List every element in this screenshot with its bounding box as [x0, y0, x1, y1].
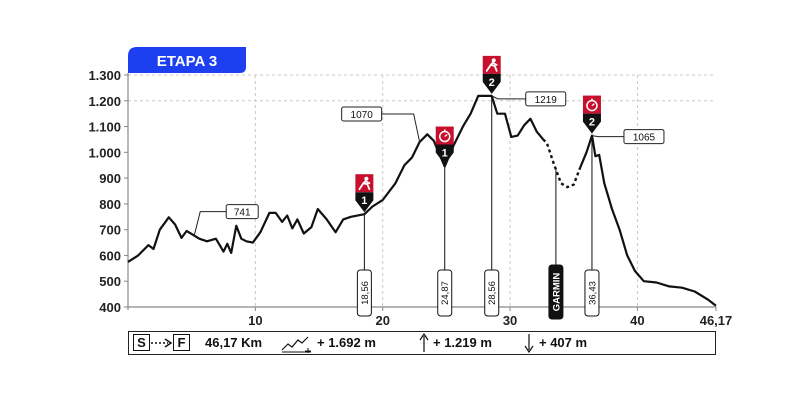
- sponsor-label: GARMIN: [551, 273, 562, 312]
- marker-category: 2: [489, 77, 495, 89]
- x-tick-label: 30: [503, 313, 517, 328]
- summit-label: 1070: [351, 110, 374, 121]
- axes: 400 500 600 700 800 900 1.000 1.100 1.200 1.300 10…: [88, 68, 732, 328]
- summit-leader-line: [381, 113, 421, 143]
- distance-stat: 46,17 Km: [205, 335, 263, 350]
- summit-label-box: [525, 91, 567, 107]
- y-tick-label: 600: [99, 248, 121, 263]
- summit-label: 741: [234, 208, 251, 219]
- marker-pin-triangle: [482, 73, 501, 94]
- profile-line-dotted: [542, 138, 582, 189]
- km-label-box: [484, 269, 500, 317]
- arrow-down-icon: [524, 334, 534, 353]
- x-tick-label: 46,17: [700, 313, 733, 328]
- x-tick-label: 20: [375, 313, 389, 328]
- min-altitude-stat: + 407 m: [539, 335, 588, 350]
- km-label-box: [437, 269, 453, 317]
- km-label-box: [356, 269, 372, 317]
- runner-icon-head: [364, 176, 369, 181]
- chart-title: ETAPA 3: [157, 53, 218, 70]
- runner-icon-body: [485, 61, 498, 72]
- title-tab: ETAPA 3: [128, 47, 246, 73]
- markers-layer: 741 1070 1219 1065 18,56 1 24,87 1 28,56 2 36,43 2 G…: [193, 55, 665, 320]
- summit-label-box: [623, 129, 665, 145]
- marker-category: 1: [442, 148, 448, 160]
- km-label: 36,43: [587, 281, 598, 305]
- summit-label-box: [341, 106, 383, 122]
- grid-lines: [128, 74, 716, 307]
- elevation-gain-stat: + 1.692 m: [317, 335, 376, 350]
- summit-label: 1219: [535, 95, 558, 106]
- max-altitude-stat: + 1.219 m: [433, 335, 492, 350]
- y-tick-label: 1.300: [88, 68, 121, 83]
- y-tick-label: 500: [99, 274, 121, 289]
- marker-pin-triangle: [435, 144, 454, 165]
- x-tick-label: 10: [248, 313, 262, 328]
- y-tick-label: 700: [99, 223, 121, 238]
- summit-leader-line: [491, 95, 526, 100]
- marker-pin-triangle: [355, 192, 374, 213]
- start-finish-icon: [151, 338, 173, 348]
- runner-icon-body: [358, 180, 371, 191]
- summit-leader-line: [193, 211, 227, 236]
- timer-icon: [586, 98, 598, 112]
- runner-icon-head: [491, 58, 496, 63]
- y-tick-label: 1.200: [88, 94, 121, 109]
- x-tick-label: 40: [630, 313, 644, 328]
- marker-category: 1: [361, 195, 367, 207]
- profile-line: [579, 134, 717, 307]
- timer-icon-hand: [444, 134, 448, 138]
- profile-line: [127, 94, 545, 263]
- sponsor-label-box: [548, 264, 564, 320]
- finish-box: F: [173, 334, 190, 351]
- summit-label: 1065: [633, 133, 656, 144]
- title-background: [128, 47, 246, 73]
- ascent-graph-icon: [281, 336, 311, 353]
- y-tick-label: 400: [99, 300, 121, 315]
- runner-icon: [485, 58, 498, 72]
- km-label: 18,56: [360, 281, 371, 305]
- timer-icon-hand: [591, 103, 595, 107]
- stats-bar: S F 46,17 Km + 1.692 m + 1.219 m + 407 m: [128, 331, 716, 355]
- km-label-box: [584, 269, 600, 317]
- y-tick-label: 800: [99, 197, 121, 212]
- start-box: S: [133, 334, 150, 351]
- summit-leader-line: [591, 135, 624, 138]
- y-tick-label: 900: [99, 171, 121, 186]
- km-label: 28,56: [487, 281, 498, 305]
- y-tick-label: 1.100: [88, 120, 121, 135]
- elevation-profile: [127, 94, 717, 307]
- marker-category: 2: [589, 117, 595, 129]
- summit-label-box: [225, 204, 259, 220]
- km-label: 24,87: [440, 281, 451, 305]
- arrow-up-icon: [419, 333, 429, 352]
- runner-icon: [358, 176, 371, 191]
- y-tick-label: 1.000: [88, 145, 121, 160]
- timer-icon: [438, 129, 451, 143]
- marker-pin-triangle: [582, 113, 601, 134]
